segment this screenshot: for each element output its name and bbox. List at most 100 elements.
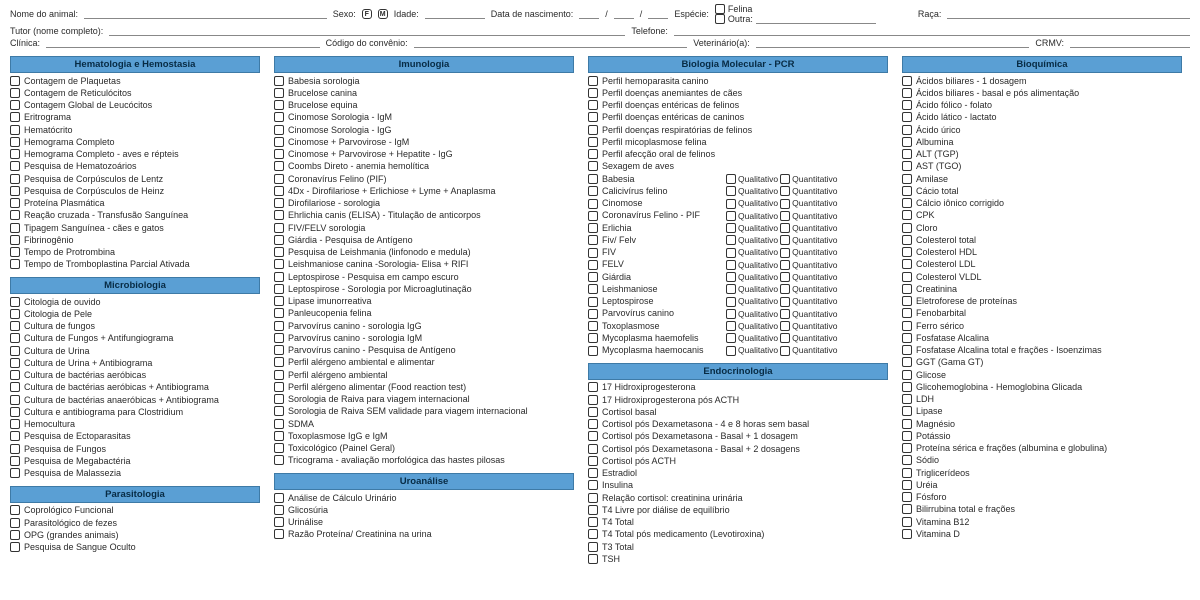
checkbox[interactable] (274, 198, 284, 208)
checkbox[interactable] (902, 529, 912, 539)
checkbox[interactable] (588, 149, 598, 159)
checkbox[interactable] (274, 223, 284, 233)
checkbox[interactable] (274, 137, 284, 147)
checkbox-quantitativo[interactable] (780, 235, 790, 245)
checkbox[interactable] (588, 211, 598, 221)
checkbox[interactable] (588, 517, 598, 527)
checkbox[interactable] (902, 247, 912, 257)
checkbox[interactable] (588, 297, 598, 307)
checkbox[interactable] (10, 235, 20, 245)
checkbox[interactable] (274, 88, 284, 98)
checkbox[interactable] (10, 346, 20, 356)
checkbox[interactable] (274, 505, 284, 515)
checkbox[interactable] (588, 112, 598, 122)
checkbox[interactable] (10, 223, 20, 233)
input-age[interactable] (425, 9, 485, 19)
checkbox[interactable] (274, 210, 284, 220)
checkbox-qualitativo[interactable] (726, 223, 736, 233)
checkbox-qualitativo[interactable] (726, 333, 736, 343)
checkbox[interactable] (902, 125, 912, 135)
checkbox[interactable] (274, 529, 284, 539)
checkbox[interactable] (10, 456, 20, 466)
checkbox[interactable] (10, 76, 20, 86)
checkbox[interactable] (274, 174, 284, 184)
checkbox[interactable] (10, 88, 20, 98)
checkbox[interactable] (274, 431, 284, 441)
checkbox-species-felina[interactable] (715, 4, 725, 14)
checkbox[interactable] (902, 88, 912, 98)
checkbox[interactable] (274, 112, 284, 122)
checkbox[interactable] (10, 419, 20, 429)
checkbox[interactable] (588, 137, 598, 147)
checkbox[interactable] (274, 76, 284, 86)
checkbox[interactable] (274, 382, 284, 392)
checkbox[interactable] (10, 505, 20, 515)
checkbox[interactable] (902, 259, 912, 269)
checkbox[interactable] (274, 443, 284, 453)
checkbox-qualitativo[interactable] (726, 272, 736, 282)
checkbox-species-outra[interactable] (715, 14, 725, 24)
checkbox[interactable] (274, 247, 284, 257)
checkbox[interactable] (902, 504, 912, 514)
checkbox[interactable] (10, 358, 20, 368)
input-phone[interactable] (674, 26, 1190, 36)
checkbox[interactable] (10, 518, 20, 528)
checkbox[interactable] (902, 308, 912, 318)
checkbox[interactable] (10, 370, 20, 380)
checkbox[interactable] (10, 309, 20, 319)
checkbox[interactable] (902, 137, 912, 147)
checkbox-qualitativo[interactable] (726, 211, 736, 221)
checkbox[interactable] (588, 542, 598, 552)
checkbox[interactable] (588, 284, 598, 294)
checkbox-quantitativo[interactable] (780, 248, 790, 258)
checkbox[interactable] (10, 186, 20, 196)
checkbox[interactable] (902, 284, 912, 294)
checkbox[interactable] (902, 419, 912, 429)
checkbox[interactable] (588, 431, 598, 441)
checkbox[interactable] (274, 419, 284, 429)
checkbox[interactable] (902, 468, 912, 478)
input-crmv[interactable] (1070, 38, 1190, 48)
checkbox[interactable] (274, 186, 284, 196)
checkbox-quantitativo[interactable] (780, 223, 790, 233)
checkbox[interactable] (274, 357, 284, 367)
checkbox[interactable] (274, 394, 284, 404)
checkbox-quantitativo[interactable] (780, 272, 790, 282)
checkbox[interactable] (274, 272, 284, 282)
checkbox[interactable] (10, 444, 20, 454)
checkbox[interactable] (588, 309, 598, 319)
checkbox-qualitativo[interactable] (726, 248, 736, 258)
checkbox-qualitativo[interactable] (726, 321, 736, 331)
checkbox[interactable] (588, 346, 598, 356)
checkbox[interactable] (274, 333, 284, 343)
input-vet[interactable] (756, 38, 1030, 48)
checkbox[interactable] (902, 112, 912, 122)
checkbox-quantitativo[interactable] (780, 297, 790, 307)
checkbox[interactable] (588, 260, 598, 270)
checkbox-quantitativo[interactable] (780, 309, 790, 319)
checkbox[interactable] (588, 88, 598, 98)
input-dob-d[interactable] (579, 9, 599, 19)
checkbox[interactable] (588, 444, 598, 454)
checkbox[interactable] (10, 137, 20, 147)
checkbox[interactable] (902, 492, 912, 502)
checkbox-qualitativo[interactable] (726, 309, 736, 319)
checkbox[interactable] (588, 125, 598, 135)
checkbox-qualitativo[interactable] (726, 186, 736, 196)
checkbox[interactable] (588, 186, 598, 196)
checkbox-quantitativo[interactable] (780, 346, 790, 356)
checkbox[interactable] (274, 455, 284, 465)
checkbox[interactable] (10, 333, 20, 343)
checkbox[interactable] (902, 223, 912, 233)
checkbox[interactable] (10, 100, 20, 110)
checkbox[interactable] (274, 296, 284, 306)
checkbox[interactable] (274, 345, 284, 355)
checkbox[interactable] (10, 210, 20, 220)
checkbox-quantitativo[interactable] (780, 321, 790, 331)
checkbox[interactable] (588, 333, 598, 343)
checkbox[interactable] (588, 468, 598, 478)
checkbox[interactable] (902, 210, 912, 220)
checkbox[interactable] (902, 480, 912, 490)
checkbox[interactable] (274, 308, 284, 318)
checkbox-qualitativo[interactable] (726, 199, 736, 209)
